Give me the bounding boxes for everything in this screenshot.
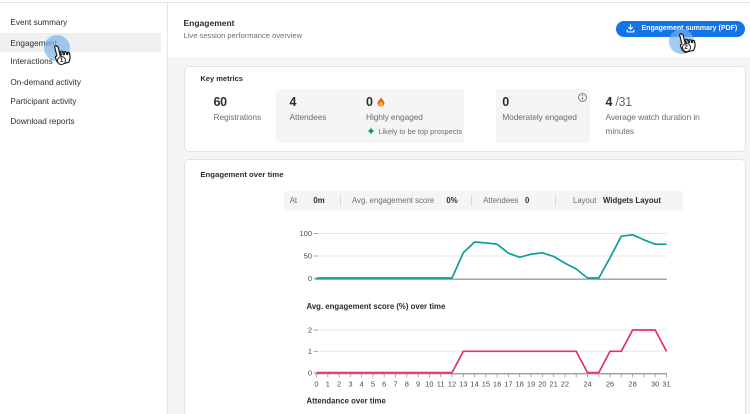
- svg-text:4: 4: [360, 379, 364, 388]
- svg-text:Avg. engagement score (%) over: Avg. engagement score (%) over time: [307, 302, 446, 311]
- svg-text:0: 0: [314, 379, 318, 388]
- svg-text:28: 28: [628, 379, 636, 388]
- svg-text:Attendance over time: Attendance over time: [307, 397, 387, 406]
- svg-text:26: 26: [606, 379, 614, 388]
- svg-text:11: 11: [437, 379, 445, 388]
- svg-text:12: 12: [448, 379, 456, 388]
- svg-text:7: 7: [393, 379, 397, 388]
- svg-text:1: 1: [326, 379, 330, 388]
- svg-text:50: 50: [304, 252, 312, 261]
- svg-text:8: 8: [405, 379, 409, 388]
- svg-text:18: 18: [516, 379, 524, 388]
- svg-text:24: 24: [583, 379, 591, 388]
- svg-text:22: 22: [561, 379, 569, 388]
- svg-text:6: 6: [382, 379, 386, 388]
- svg-text:1: 1: [308, 347, 312, 356]
- svg-text:2: 2: [308, 326, 312, 335]
- svg-text:0: 0: [308, 274, 312, 283]
- svg-text:21: 21: [549, 379, 557, 388]
- svg-text:13: 13: [459, 379, 467, 388]
- svg-text:100: 100: [299, 229, 312, 238]
- svg-text:9: 9: [416, 379, 420, 388]
- svg-text:5: 5: [371, 379, 375, 388]
- svg-text:2: 2: [337, 379, 341, 388]
- svg-text:20: 20: [538, 379, 546, 388]
- svg-text:10: 10: [425, 379, 433, 388]
- svg-text:3: 3: [348, 379, 352, 388]
- svg-text:16: 16: [493, 379, 501, 388]
- svg-text:17: 17: [504, 379, 512, 388]
- svg-text:19: 19: [527, 379, 535, 388]
- svg-text:30: 30: [651, 379, 659, 388]
- svg-text:31: 31: [662, 379, 670, 388]
- svg-text:15: 15: [482, 379, 490, 388]
- svg-text:0: 0: [308, 369, 312, 378]
- svg-text:14: 14: [470, 379, 478, 388]
